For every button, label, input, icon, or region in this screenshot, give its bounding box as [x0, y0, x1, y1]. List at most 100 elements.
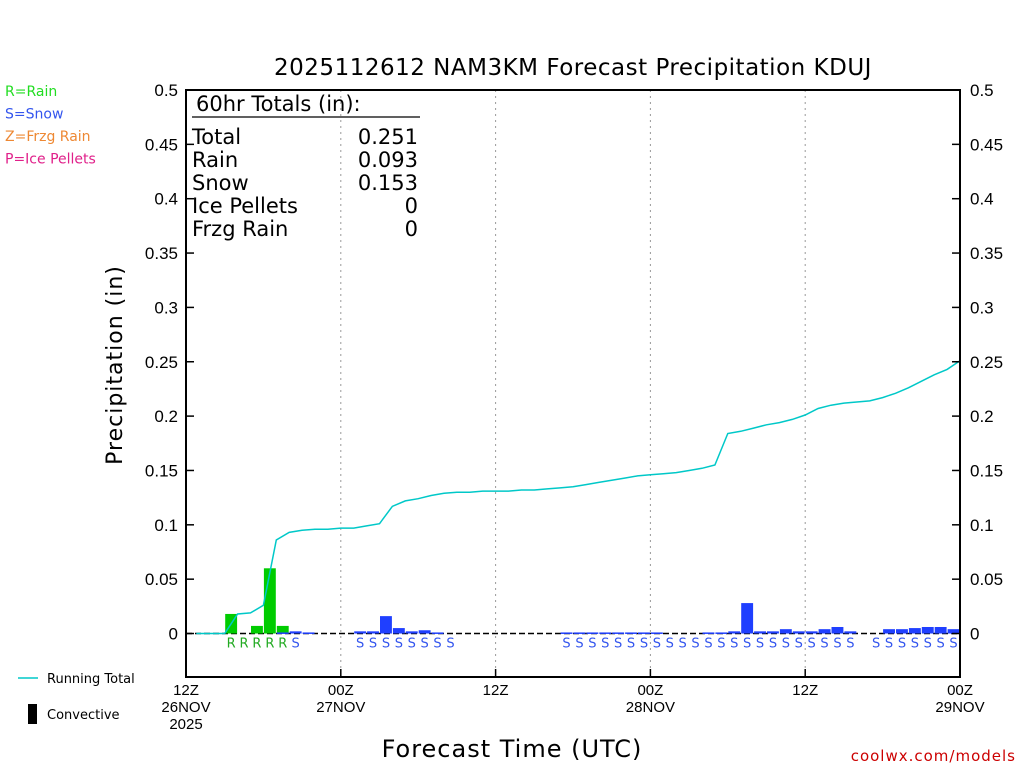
x-tick-label: 29NOV	[935, 699, 984, 716]
y-tick-label: 0.15	[970, 461, 1003, 480]
x-tick-label: 2025	[169, 716, 202, 733]
precip-type-code: S	[808, 637, 816, 652]
precip-type-code: S	[782, 637, 790, 652]
type-legend-item: S=Snow	[5, 107, 63, 123]
precip-type-code: S	[717, 637, 725, 652]
snow-bar	[586, 632, 599, 634]
y-tick-label: 0.2	[970, 407, 994, 426]
rain-bar	[263, 568, 276, 634]
y-axis-label: Precipitation (in)	[103, 265, 128, 465]
running-total-line	[196, 360, 961, 635]
snow-bar	[638, 632, 650, 634]
y-tick-label: 0.4	[154, 190, 178, 209]
y-tick-label: 0.45	[145, 135, 178, 154]
site-credit: coolwx.com/models	[851, 747, 1016, 765]
precip-type-code: S	[395, 637, 403, 652]
snow-bar	[805, 631, 818, 634]
precip-type-code: S	[627, 637, 635, 652]
snow-bar	[844, 631, 857, 634]
snow-bar	[754, 631, 766, 634]
plot-frame	[185, 89, 961, 678]
x-tick-label: 12Z	[173, 682, 199, 699]
y-tick-label: 0.4	[970, 190, 994, 209]
precip-type-code: S	[421, 637, 429, 652]
precip-type-code: S	[614, 637, 622, 652]
precip-type-code: S	[382, 637, 390, 652]
snow-bar	[573, 632, 586, 634]
y-tick-label: 0.5	[970, 81, 994, 100]
precip-type-code: S	[898, 637, 906, 652]
y-tick-label: 0.2	[154, 407, 178, 426]
precip-type-code: S	[292, 637, 300, 652]
precip-type-code: S	[769, 637, 777, 652]
x-tick-label: 00Z	[637, 682, 663, 699]
series-legend-label: Running Total	[47, 672, 135, 687]
precip-type-code: R	[265, 637, 274, 652]
series-legend-label: Convective	[47, 708, 120, 723]
x-tick-label: 26NOV	[161, 699, 210, 716]
totals-label: Frzg Rain	[192, 217, 288, 241]
snow-bar	[560, 632, 573, 634]
x-tick-label: 28NOV	[626, 699, 675, 716]
snow-bar	[779, 629, 792, 634]
snow-bar	[728, 631, 741, 634]
y-axis-right: 0 0.05 0.1 0.15 0.2 0.25 0.3 0.35 0.4 0.45 0.5	[952, 81, 1003, 644]
precip-type-code: S	[588, 637, 596, 652]
snow-bar	[392, 628, 405, 634]
y-tick-label: 0.25	[145, 353, 178, 372]
snow-bar	[792, 631, 805, 634]
legend-bar-swatch	[28, 704, 37, 724]
precip-type-code: S	[846, 637, 854, 652]
precip-type-code: S	[743, 637, 751, 652]
totals-value: 0.093	[358, 148, 418, 172]
y-tick-label: 0.35	[970, 244, 1003, 263]
rain-bar	[251, 625, 263, 634]
precip-type-code: R	[252, 637, 261, 652]
y-tick-label: 0.05	[970, 570, 1003, 589]
snow-bar	[599, 632, 612, 634]
precip-type-code: S	[924, 637, 932, 652]
precip-type-code: S	[730, 637, 738, 652]
totals-box: 60hr Totals (in): Total 0.251 Rain 0.093 Snow…	[191, 92, 420, 241]
snow-bar	[302, 632, 315, 634]
y-tick-label: 0.15	[145, 461, 178, 480]
precip-type-code: S	[949, 637, 957, 652]
y-tick-label: 0	[970, 625, 979, 644]
snow-bar	[418, 630, 431, 634]
precip-type-code: S	[653, 637, 661, 652]
x-tick-label: 00Z	[947, 682, 973, 699]
vertical-gridlines	[340, 90, 806, 677]
precip-type-code: S	[575, 637, 583, 652]
precip-type-code: S	[833, 637, 841, 652]
type-legend-item: Z=Frzg Rain	[5, 129, 91, 145]
snow-bar	[431, 632, 444, 634]
snow-bar	[625, 632, 637, 634]
snow-bar	[612, 632, 625, 634]
precip-type-code: S	[640, 637, 648, 652]
snow-bar	[883, 629, 895, 634]
precip-type-code: S	[937, 637, 945, 652]
snow-bar	[818, 629, 831, 634]
snow-bar	[276, 632, 289, 634]
precip-type-code: S	[872, 637, 880, 652]
snow-bar	[715, 632, 728, 634]
totals-label: Snow	[192, 171, 249, 195]
y-tick-label: 0.5	[154, 81, 178, 100]
snow-bar	[896, 629, 908, 634]
snow-bar	[934, 626, 947, 634]
snow-bar	[380, 616, 392, 634]
chart-title: 2025112612 NAM3KM Forecast Precipitation…	[274, 55, 872, 81]
snow-bar	[354, 631, 367, 634]
precip-type-code: R	[240, 637, 249, 652]
snow-bar	[702, 632, 715, 634]
totals-value: 0.153	[358, 171, 418, 195]
series-legend: Running Total Convective	[18, 672, 135, 724]
x-axis-label: Forecast Time (UTC)	[382, 735, 643, 763]
y-tick-label: 0.25	[970, 353, 1003, 372]
x-tick-label: 12Z	[792, 682, 818, 699]
totals-label: Rain	[192, 148, 238, 172]
totals-label: Ice Pellets	[192, 194, 298, 218]
totals-label: Total	[191, 125, 241, 149]
type-legend-item: P=Ice Pellets	[5, 152, 96, 168]
